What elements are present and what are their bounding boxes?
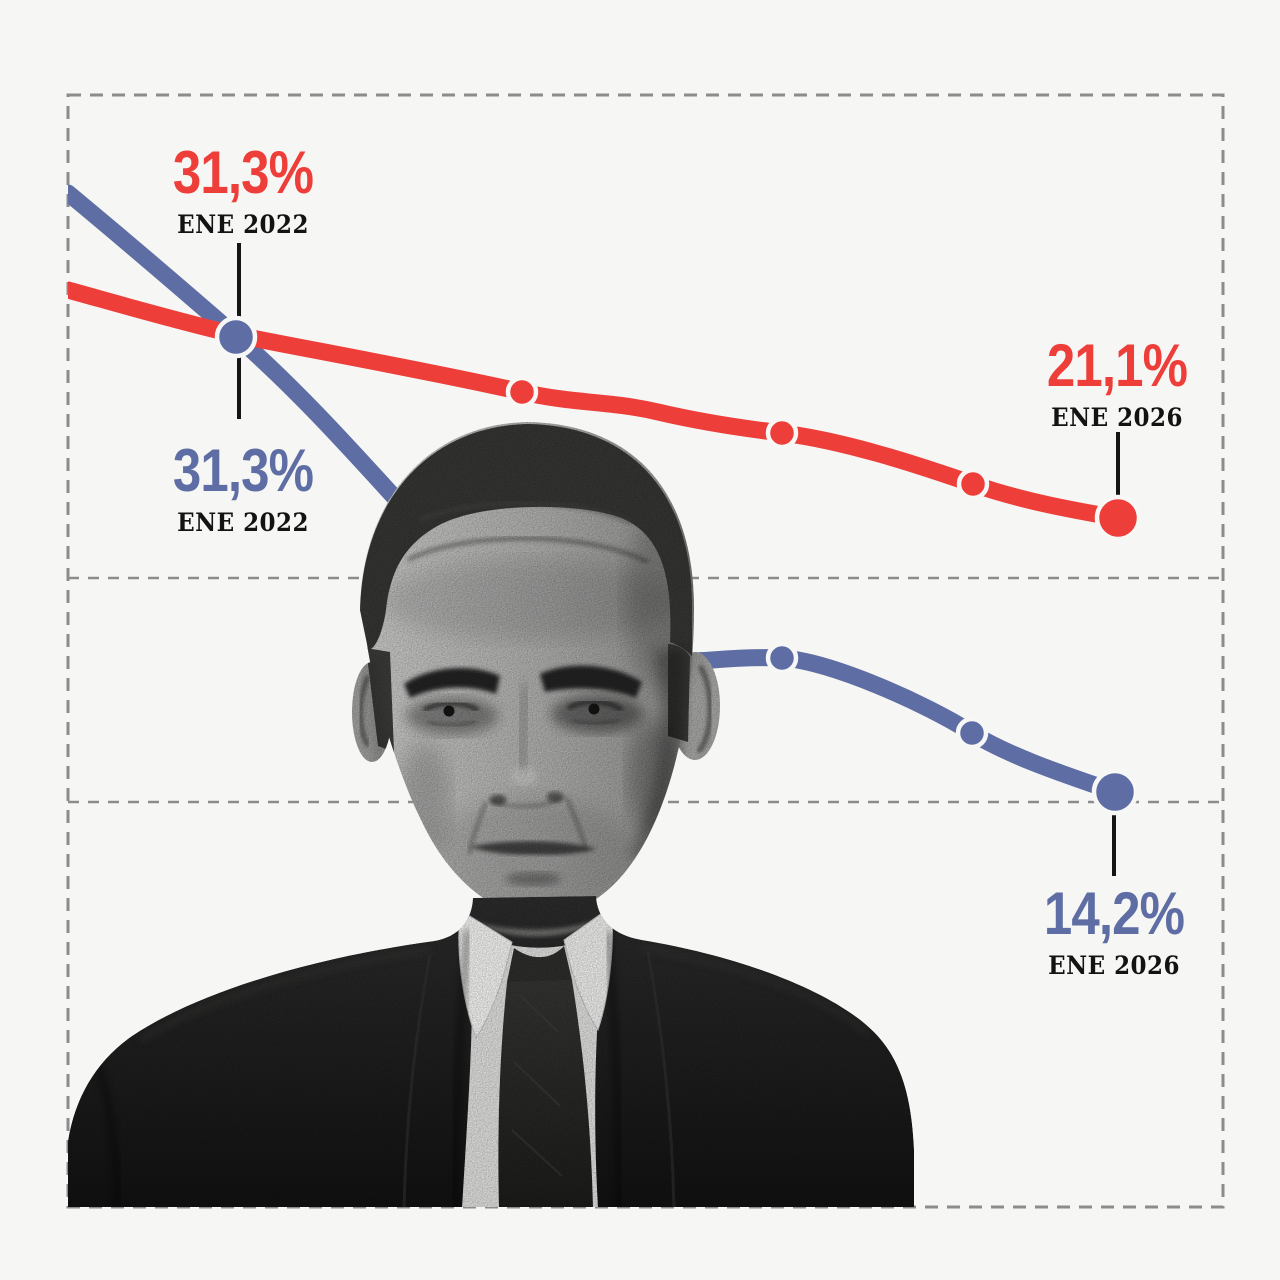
- blue-end-value: 14,2%: [1043, 880, 1185, 947]
- blue-start-label: 31,3% ENE 2022: [160, 437, 325, 538]
- red-end-value: 21,1%: [1046, 332, 1188, 399]
- red-marker-2023: [505, 375, 539, 409]
- blue-marker-2026-end: [1091, 768, 1139, 816]
- red-end-date: ENE 2026: [1051, 403, 1183, 432]
- blue-marker-2025: [955, 716, 989, 750]
- red-marker-2025: [956, 467, 990, 501]
- blue-marker-2024: [765, 641, 799, 675]
- blue-end-date: ENE 2026: [1048, 951, 1180, 980]
- red-start-label: 31,3% ENE 2022: [160, 139, 325, 240]
- red-end-label: 21,1% ENE 2026: [1034, 332, 1199, 433]
- red-marker-2026-end: [1094, 494, 1142, 542]
- blue-start-value: 31,3%: [172, 437, 314, 504]
- red-start-value: 31,3%: [172, 139, 314, 206]
- data-markers: [214, 315, 1142, 816]
- red-start-date: ENE 2022: [177, 210, 309, 239]
- blue-start-date: ENE 2022: [177, 508, 309, 537]
- blue-end-label: 14,2% ENE 2026: [1031, 880, 1196, 981]
- crossing-marker-2022: [214, 315, 258, 359]
- red-marker-2024: [765, 416, 799, 450]
